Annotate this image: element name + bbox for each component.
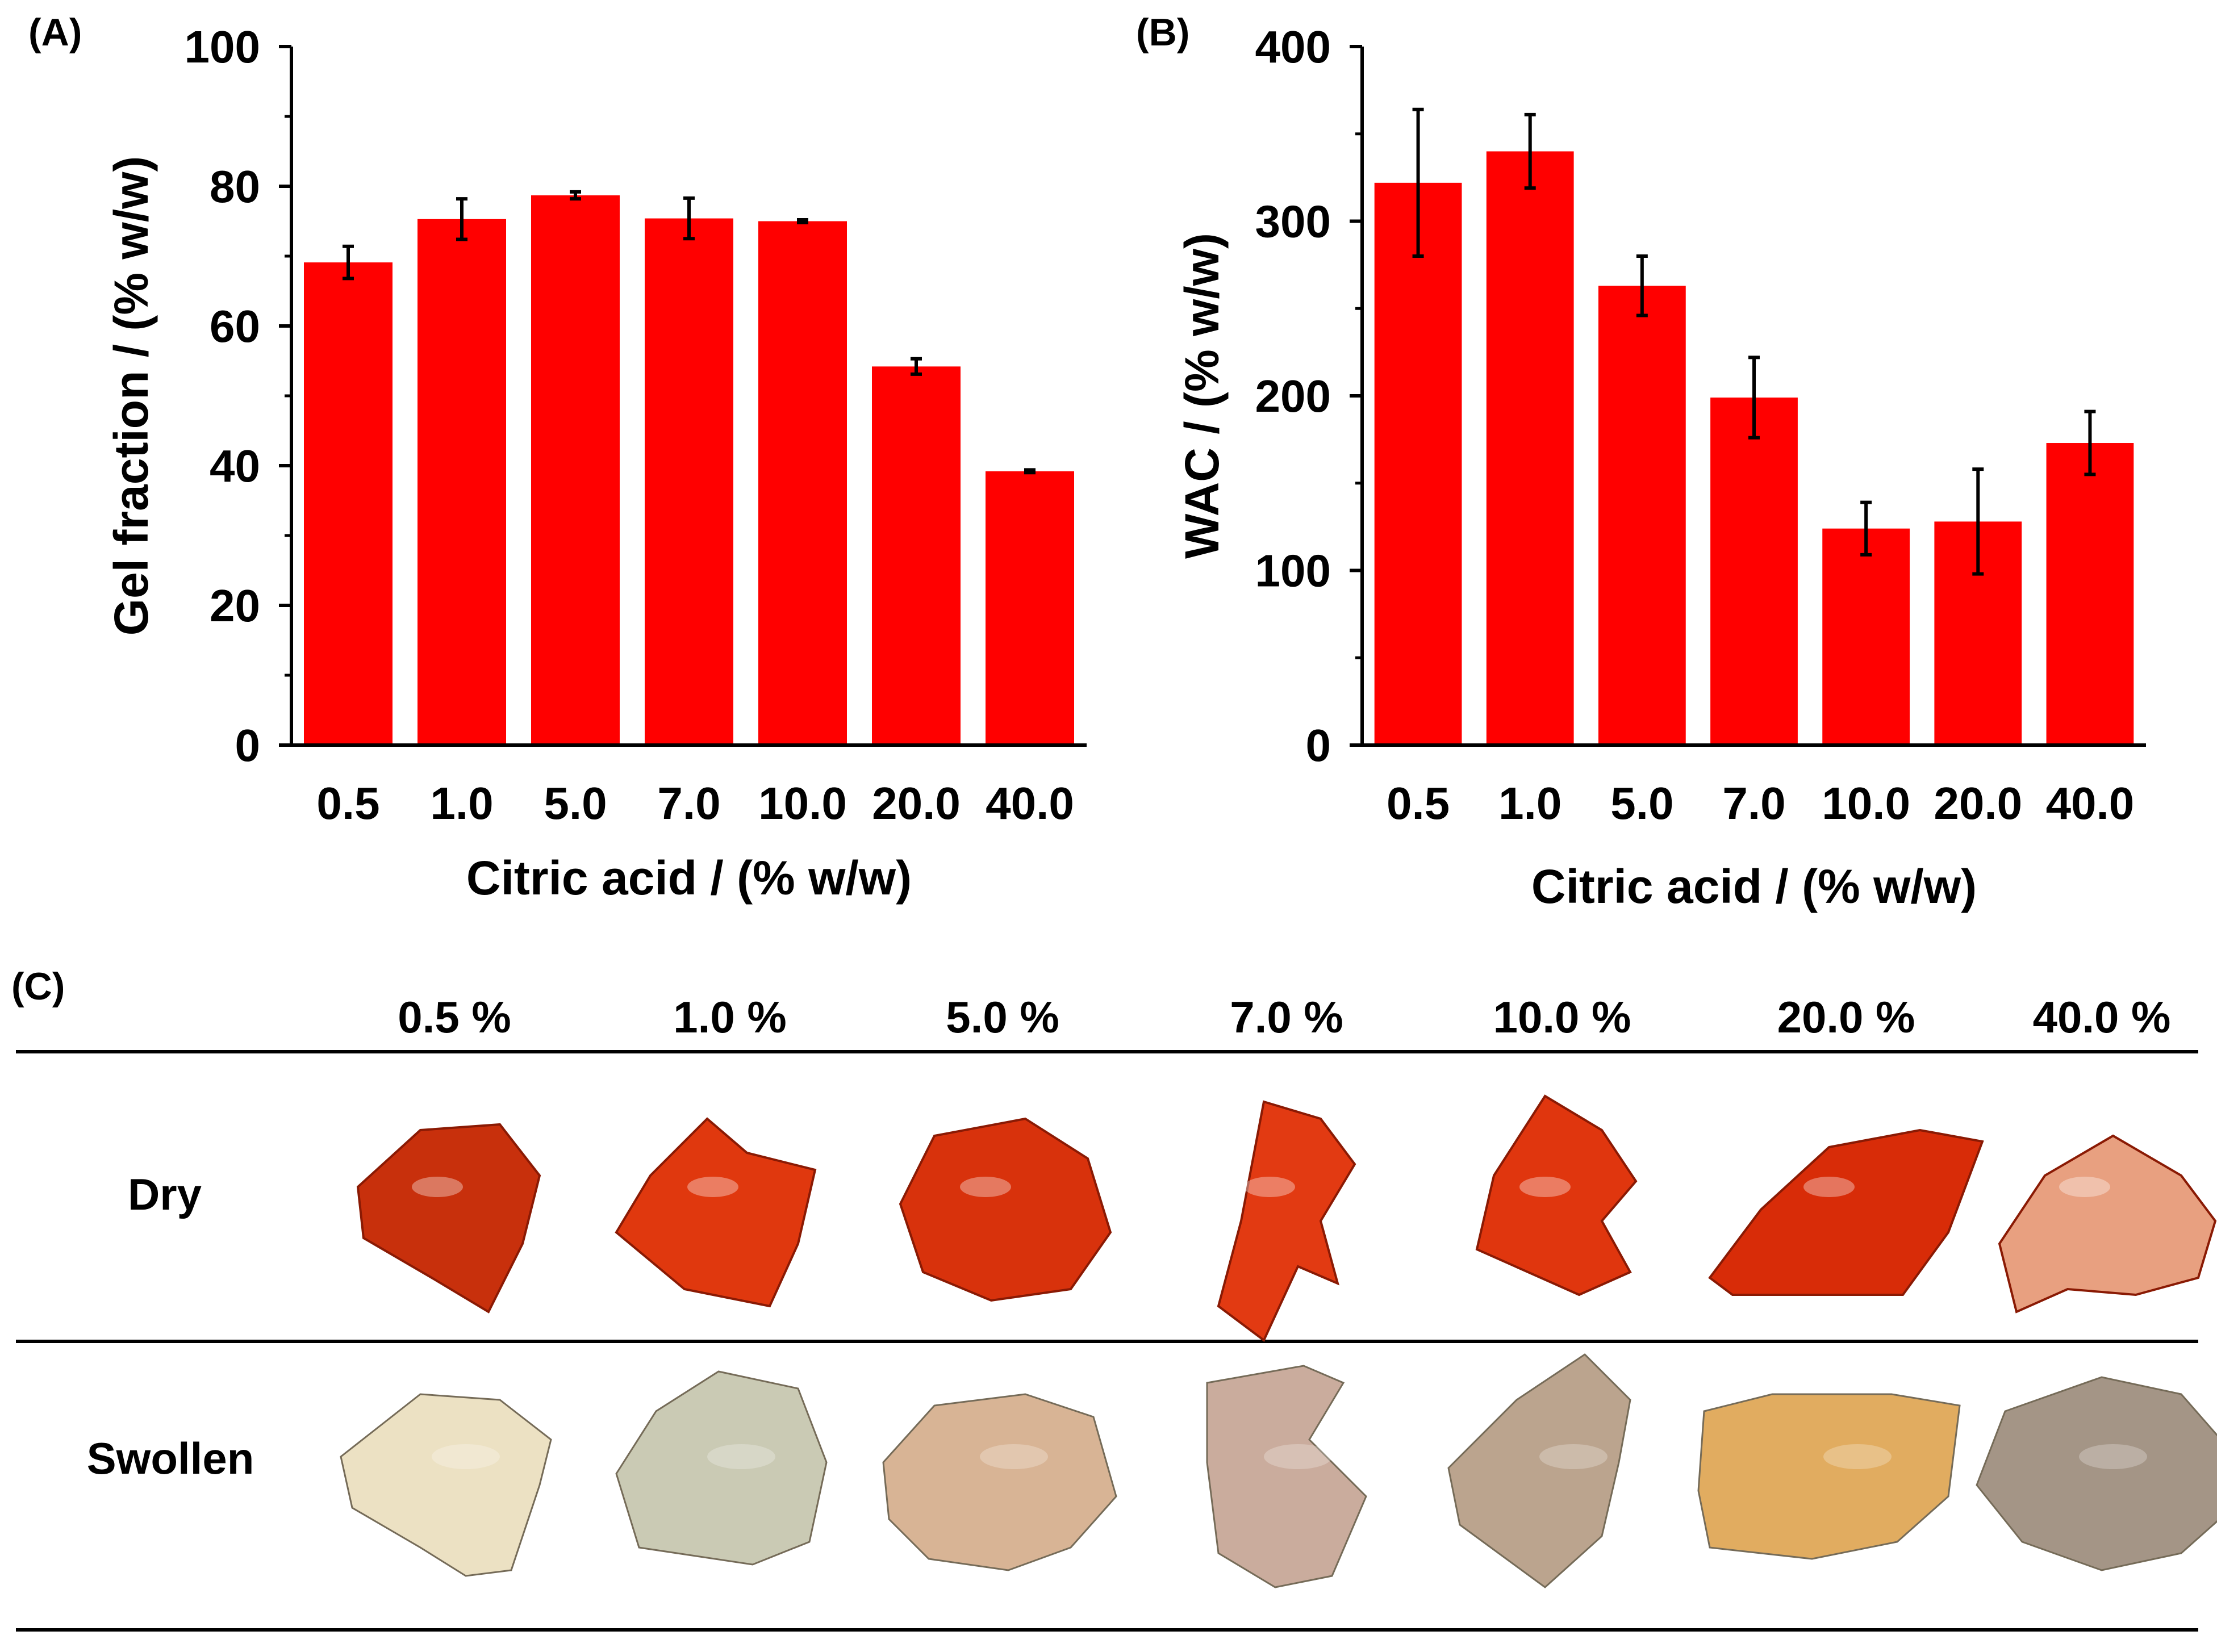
x-tick-label: 20.0	[1934, 778, 2022, 829]
panel-c-photo-table: (C) 0.5 % 1.0 % 5.0 % 7.0 % 10.0 % 20.0 % 40.0 …	[11, 965, 2217, 1632]
x-tick-label: 10.0	[1822, 778, 1910, 829]
x-tick-label: 7.0	[1722, 778, 1785, 829]
swollen-specimen	[615, 1370, 828, 1566]
chart-a: (A) 0.5 1.0 5.0 7.0 10.0 20.0 40.0 0 20 40 60 80 100 C…	[28, 11, 1087, 905]
x-axis-title: Citric acid / (% w/w)	[466, 851, 912, 905]
row-label-dry: Dry	[128, 1169, 202, 1219]
dry-specimen-highlight	[1244, 1177, 1295, 1197]
x-tick-label: 10.0	[758, 778, 847, 829]
y-tick-label: 0	[235, 720, 261, 771]
swollen-specimen-highlight	[1823, 1444, 1892, 1469]
bar	[758, 221, 847, 745]
x-tick-label: 0.5	[1387, 778, 1450, 829]
dry-specimen	[356, 1123, 541, 1314]
swollen-specimen-highlight	[2079, 1444, 2147, 1469]
chart-b: (B) 0.5 1.0 5.0 7.0 10.0 20.0 40.0 0 100 200 300 400…	[1136, 11, 2146, 913]
swollen-specimen	[1697, 1393, 1961, 1560]
column-header: 0.5 %	[398, 992, 511, 1042]
swollen-specimen-highlight	[980, 1444, 1048, 1469]
dry-specimen	[1708, 1128, 1984, 1296]
swollen-specimen	[1976, 1376, 2217, 1571]
y-tick-label: 80	[210, 161, 260, 212]
x-tick-label: 5.0	[544, 778, 607, 829]
y-tick-label: 60	[210, 301, 260, 352]
bar	[872, 366, 961, 745]
y-axis-title: Gel fraction / (% w/w)	[105, 156, 158, 636]
y-tick-label: 200	[1255, 371, 1331, 421]
x-tick-label: 40.0	[986, 778, 1074, 829]
column-header: 20.0 %	[1777, 992, 1915, 1042]
dry-specimen	[899, 1117, 1112, 1302]
dry-specimen-highlight	[2059, 1177, 2110, 1197]
dry-specimen	[1217, 1100, 1356, 1342]
dry-specimen-highlight	[1519, 1177, 1571, 1197]
x-tick-label: 20.0	[872, 778, 961, 829]
bar	[986, 471, 1074, 745]
dry-specimen-highlight	[1803, 1177, 1855, 1197]
swollen-specimen-highlight	[707, 1444, 775, 1469]
dry-specimen-highlight	[960, 1177, 1011, 1197]
bar	[645, 218, 733, 746]
panel-label: (C)	[11, 965, 65, 1008]
y-tick-label: 20	[210, 580, 260, 631]
bar	[304, 262, 393, 745]
x-tick-label: 1.0	[1498, 778, 1561, 829]
panel-label: (B)	[1136, 11, 1189, 54]
x-tick-label: 40.0	[2046, 778, 2135, 829]
swollen-specimen-highlight	[432, 1444, 500, 1469]
column-header: 40.0 %	[2033, 992, 2171, 1042]
x-tick-label: 5.0	[1610, 778, 1673, 829]
x-tick-label: 7.0	[657, 778, 720, 829]
swollen-specimen-highlight	[1264, 1444, 1332, 1469]
dry-specimen	[1475, 1094, 1638, 1296]
column-header: 5.0 %	[946, 992, 1059, 1042]
y-tick-label: 40	[210, 441, 260, 491]
column-header: 7.0 %	[1230, 992, 1343, 1042]
dry-specimen	[615, 1117, 817, 1308]
y-tick-label: 100	[1255, 546, 1331, 596]
dry-specimen-highlight	[412, 1177, 463, 1197]
bar	[417, 219, 506, 745]
swollen-specimen	[1206, 1365, 1367, 1588]
bar	[1374, 182, 1462, 746]
y-tick-label: 0	[1306, 720, 1331, 771]
dry-specimen	[1998, 1134, 2217, 1314]
bar	[2046, 443, 2134, 745]
bar	[1486, 151, 1574, 745]
bar	[1710, 398, 1798, 745]
y-tick-label: 100	[185, 22, 260, 72]
bar	[1822, 528, 1910, 745]
swollen-specimen	[882, 1393, 1117, 1571]
y-tick-label: 400	[1255, 22, 1331, 72]
x-tick-label: 0.5	[316, 778, 379, 829]
panel-label: (A)	[28, 11, 82, 54]
bar	[1598, 286, 1686, 745]
swollen-specimen	[1447, 1353, 1631, 1588]
x-tick-label: 1.0	[430, 778, 493, 829]
row-label-swollen: Swollen	[87, 1433, 254, 1483]
swollen-specimen-highlight	[1539, 1444, 1608, 1469]
x-axis-title: Citric acid / (% w/w)	[1531, 860, 1977, 913]
dry-specimen-highlight	[687, 1177, 738, 1197]
y-tick-label: 300	[1255, 196, 1331, 247]
swollen-specimen	[340, 1393, 552, 1577]
column-header: 10.0 %	[1493, 992, 1631, 1042]
bar	[531, 195, 620, 745]
column-header: 1.0 %	[673, 992, 786, 1042]
y-axis-title: WAC / (% w/w)	[1175, 233, 1229, 559]
